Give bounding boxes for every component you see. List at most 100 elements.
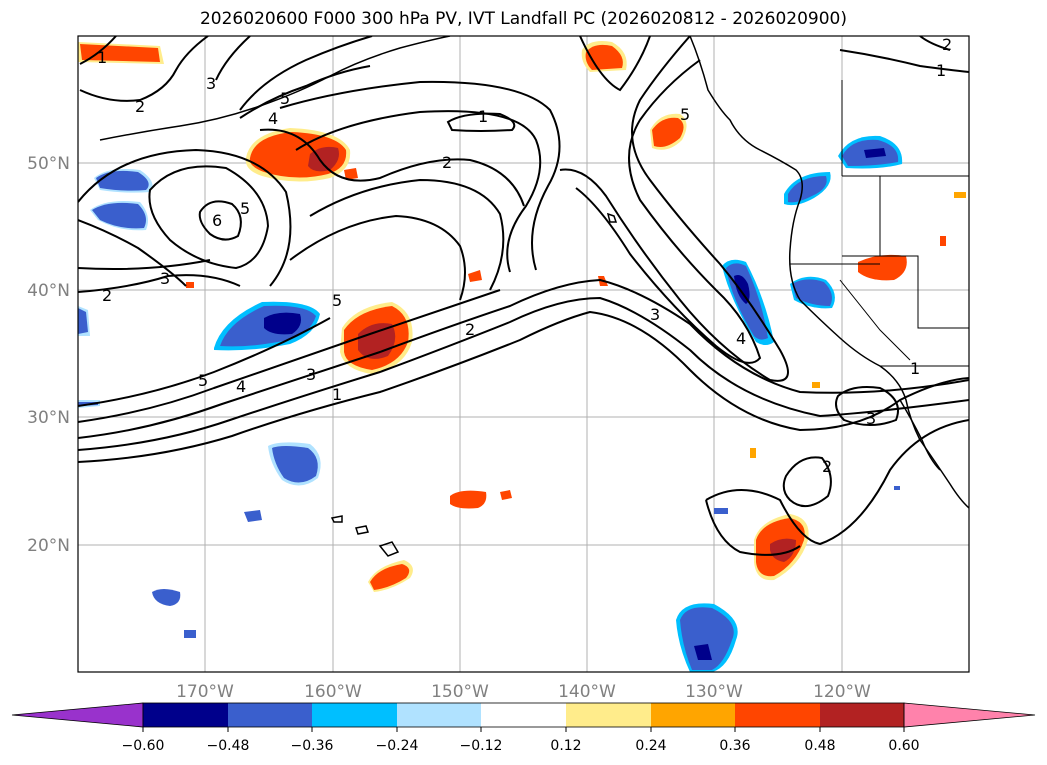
pv-contour-4 <box>78 148 292 287</box>
colorbar-extend-low <box>11 702 144 728</box>
pos-strong <box>500 490 512 500</box>
plot-title: 2026020600 F000 300 hPa PV, IVT Landfall… <box>199 9 847 29</box>
ivt-positive-blob <box>858 254 907 281</box>
contour-labels: 1 3 2 5 4 5 1 2 6 5 3 2 2 5 3 4 5 2 1 3 … <box>97 35 952 476</box>
contour-label: 1 <box>478 107 488 126</box>
pv-contour-south-2c <box>705 499 801 556</box>
lat-label-30: 30°N <box>27 408 70 428</box>
coastlines <box>99 36 969 557</box>
pv-contour-top-3 <box>215 36 251 81</box>
contour-label: 4 <box>236 377 246 396</box>
pv-contour-south-2 <box>782 456 832 507</box>
ivt-negative-blob <box>838 135 903 169</box>
colorbar-tick-label: 0.48 <box>804 738 835 754</box>
colorbar-segment <box>312 703 397 727</box>
pv-contour-upper-5 <box>279 80 561 271</box>
pv-contour-upper-4 <box>295 110 542 273</box>
pv-contour-ribbon-5 <box>78 317 331 407</box>
pv-contour-ridge-3 <box>78 259 211 270</box>
contour-label: 4 <box>736 329 746 348</box>
colorbar-tick-label: 0.60 <box>888 738 919 754</box>
colorbar-ticks <box>142 727 905 732</box>
neg-max <box>264 312 301 335</box>
ivt-positive-blob <box>340 302 413 374</box>
neg-max <box>864 148 886 158</box>
pv-contour-ribbon-3 <box>78 278 969 439</box>
contour-label: 2 <box>465 320 475 339</box>
colorbar-segment <box>397 703 481 727</box>
ivt-negative-blob <box>676 603 738 672</box>
contour-label: 1 <box>332 385 342 404</box>
contour-label: 3 <box>306 365 316 384</box>
gulf-california <box>899 399 941 471</box>
contour-label: 3 <box>866 409 876 428</box>
pv-contour-top-4 <box>239 36 373 111</box>
ivt-positive-blob <box>450 490 512 509</box>
contour-label: 5 <box>240 199 250 218</box>
colorbar-segment <box>143 703 228 727</box>
pos-strong <box>370 564 410 590</box>
ivt-negative-small <box>152 486 900 638</box>
contour-label: 3 <box>160 269 170 288</box>
ivt-negative-blob <box>790 276 835 309</box>
neg-strong <box>78 308 88 334</box>
lat-label-50: 50°N <box>27 154 70 174</box>
colorbar-tick-label: −0.48 <box>207 738 250 754</box>
pos-max <box>770 538 796 562</box>
colorbar-tick-label: −0.12 <box>460 738 503 754</box>
pv-contour-east-1b <box>919 36 951 51</box>
ivt-negative-blob <box>94 169 153 193</box>
neg-strong <box>92 202 146 229</box>
north-america-coast <box>689 36 969 509</box>
ivt-negative-blob <box>784 172 831 206</box>
colorbar-extend-high <box>903 702 1036 728</box>
pv-contour-top-2 <box>79 36 209 102</box>
contour-label: 2 <box>942 35 952 54</box>
colorbar-tick-label: −0.36 <box>291 738 334 754</box>
pv-contour-ribbon-2 <box>78 296 969 451</box>
pv-contour-east-1 <box>839 49 969 73</box>
alaska-coast <box>99 36 451 141</box>
colorbar-segment <box>481 703 566 727</box>
neg-strong <box>96 170 149 191</box>
island-bc <box>606 212 618 223</box>
contour-label: 2 <box>822 457 832 476</box>
pv-contours <box>78 36 969 556</box>
lon-label-160: 160°W <box>304 682 362 702</box>
pv-contour-6 <box>198 200 242 241</box>
axes-frame <box>77 35 970 673</box>
pos-strong <box>652 117 684 147</box>
gridlines <box>78 36 969 672</box>
lon-labels: 170°W 160°W 150°W 140°W 130°W 120°W <box>176 682 871 702</box>
pv-contour-east-3b <box>835 386 899 426</box>
colorbar-segment <box>820 703 904 727</box>
contour-label: 2 <box>135 97 145 116</box>
ivt-positive-blob <box>368 560 413 592</box>
hawaii-island <box>378 541 400 557</box>
contour-label: 1 <box>910 359 920 378</box>
neg-max <box>694 644 712 660</box>
contour-label: 5 <box>198 371 208 390</box>
pv-contour-east-3 <box>559 36 789 382</box>
hawaii-islet2 <box>330 515 343 523</box>
contour-label: 5 <box>680 105 690 124</box>
ivt-negative-blob <box>214 301 320 351</box>
neg-strong <box>680 607 734 670</box>
contour-label: 4 <box>268 109 278 128</box>
pv-contour-top-1 <box>79 36 117 65</box>
pv-contour-ribbon-4 <box>78 289 501 423</box>
neg-strong <box>788 176 827 203</box>
ivt-positive-blob <box>581 41 627 72</box>
pos-strong-small <box>344 168 358 180</box>
borders <box>790 80 969 367</box>
ivt-shading <box>78 41 966 672</box>
colorbar-tick-label: 0.12 <box>550 738 581 754</box>
ivt-negative-blob <box>90 201 148 231</box>
nevada-border <box>839 279 911 361</box>
pos-strong <box>450 490 487 509</box>
colorbar-tick-label: 0.24 <box>635 738 666 754</box>
pv-contour-east-4 <box>575 59 762 364</box>
contour-label: 5 <box>332 291 342 310</box>
colorbar-segment <box>651 703 735 727</box>
contour-label: 1 <box>97 48 107 67</box>
